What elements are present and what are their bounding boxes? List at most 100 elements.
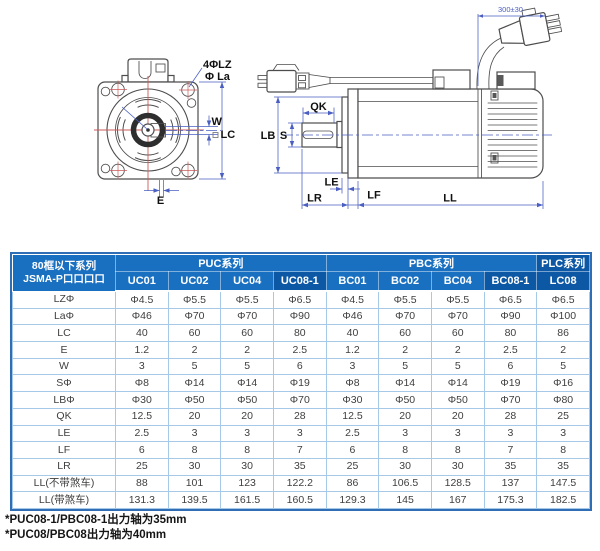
dim-label-phi-la: Φ La bbox=[205, 71, 231, 83]
table-cell: 25 bbox=[115, 457, 169, 476]
dim-label-lr: LR bbox=[307, 193, 322, 205]
table-cell: 8 bbox=[430, 441, 485, 459]
table-cell: 7 bbox=[483, 441, 538, 459]
table-cell: 3 bbox=[483, 424, 538, 443]
table-cell: 5 bbox=[378, 357, 432, 376]
table-cell: Φ5.5 bbox=[378, 290, 432, 309]
table-cell: 6 bbox=[325, 441, 380, 459]
table-row: LL(带煞车) 131.3 139.5 161.5 160.5 129.3 145 167 17… bbox=[12, 491, 590, 509]
table-cell: Φ90 bbox=[272, 307, 327, 326]
table-cell: 30 bbox=[430, 457, 485, 476]
table-cell: Φ6.5 bbox=[272, 290, 327, 309]
dim-label-qk: QK bbox=[310, 101, 327, 113]
table-cell: 60 bbox=[430, 324, 485, 343]
table-cell: Φ70 bbox=[220, 307, 274, 326]
row-label: LBΦ bbox=[12, 391, 116, 409]
table-cell: 122.2 bbox=[272, 474, 327, 493]
terminal-box bbox=[127, 58, 169, 83]
table-cell: 80 bbox=[272, 324, 327, 343]
table-cell: Φ80 bbox=[536, 391, 590, 409]
table-row: LZΦ Φ4.5 Φ5.5 Φ5.5 Φ6.5 Φ4.5 Φ5.5 Φ5.5 Φ6.5 Φ6.5 bbox=[12, 290, 590, 309]
table-cell: Φ4.5 bbox=[325, 290, 380, 309]
dim-label-w: W bbox=[212, 116, 223, 128]
table-cell: 139.5 bbox=[167, 491, 222, 509]
table-cell: 128.5 bbox=[430, 474, 485, 493]
table-cell: Φ14 bbox=[167, 374, 222, 393]
footnotes: *PUC08-1/PBC08-1出力轴为35mm *PUC08/PBC08出力轴… bbox=[5, 513, 187, 542]
column-header-uc04: UC04 bbox=[220, 271, 274, 292]
table-cell: 80 bbox=[483, 324, 538, 343]
motor-body bbox=[357, 88, 544, 179]
row-label: LaΦ bbox=[12, 307, 116, 326]
table-cell: 2.5 bbox=[115, 424, 169, 443]
table-cell: 160.5 bbox=[272, 491, 327, 509]
dimension-diagram: 4ΦLZ Φ La W LC E QK S LB LE LR LF LL 300… bbox=[94, 5, 563, 209]
dimension-labels: 4ΦLZ Φ La W LC E QK S LB LE LR LF LL 300… bbox=[157, 5, 523, 207]
signal-connector-icon bbox=[257, 64, 331, 93]
column-header-lc08: LC08 bbox=[536, 271, 590, 292]
dimension-lines bbox=[121, 14, 545, 209]
table-cell: 3 bbox=[167, 424, 222, 443]
dim-label-lf: LF bbox=[367, 190, 381, 202]
table-cell: 28 bbox=[483, 407, 538, 426]
table-cell: 86 bbox=[325, 474, 380, 493]
table-cell: Φ19 bbox=[272, 374, 327, 393]
table-cell: 60 bbox=[220, 324, 274, 343]
table-cell: 35 bbox=[483, 457, 538, 476]
table-cell: 5 bbox=[220, 357, 274, 376]
column-header-uc02: UC02 bbox=[167, 271, 222, 292]
row-label: LL(带煞车) bbox=[12, 491, 116, 509]
table-cell: Φ50 bbox=[378, 391, 432, 409]
table-cell: 3 bbox=[272, 424, 327, 443]
row-label: QK bbox=[12, 407, 116, 426]
table-cell: 20 bbox=[220, 407, 274, 426]
dim-label-lc: LC bbox=[221, 129, 236, 141]
table-cell: Φ5.5 bbox=[220, 290, 274, 309]
table-cell: 2 bbox=[536, 341, 590, 359]
table-cell: 35 bbox=[272, 457, 327, 476]
table-cell: 5 bbox=[167, 357, 222, 376]
table-cell: Φ6.5 bbox=[483, 290, 538, 309]
table-cell: 20 bbox=[167, 407, 222, 426]
table-cell: 25 bbox=[325, 457, 380, 476]
table-cell: 106.5 bbox=[378, 474, 432, 493]
table-cell: 1.2 bbox=[325, 341, 380, 359]
dim-label-4phi-lz: 4ΦLZ bbox=[203, 59, 232, 71]
table-cell: 8 bbox=[536, 441, 590, 459]
table-cell: 5 bbox=[430, 357, 485, 376]
table-cell: Φ46 bbox=[115, 307, 169, 326]
table-cell: Φ30 bbox=[115, 391, 169, 409]
table-cell: 167 bbox=[430, 491, 485, 509]
table-cell: Φ50 bbox=[167, 391, 222, 409]
table-cell: 7 bbox=[272, 441, 327, 459]
row-label: LE bbox=[12, 424, 116, 443]
table-cell: 28 bbox=[272, 407, 327, 426]
spec-table: 80框以下系列 JSMA-P口口口口 PUC系列 PBC系列 PLC系列 UC01 UC02… bbox=[12, 254, 590, 509]
footnote: *PUC08-1/PBC08-1出力轴为35mm bbox=[5, 514, 187, 526]
row-label: SΦ bbox=[12, 374, 116, 393]
series-group-header: PBC系列 bbox=[325, 254, 538, 272]
table-cell: 12.5 bbox=[325, 407, 380, 426]
table-cell: 2.5 bbox=[272, 341, 327, 359]
table-cell: Φ19 bbox=[483, 374, 538, 393]
table-cell: Φ46 bbox=[325, 307, 380, 326]
table-cell: 161.5 bbox=[220, 491, 274, 509]
table-cell: 20 bbox=[378, 407, 432, 426]
series-group-header: PLC系列 bbox=[536, 254, 590, 272]
table-cell: Φ16 bbox=[536, 374, 590, 393]
column-header-bc02: BC02 bbox=[378, 271, 432, 292]
table-cell: 3 bbox=[378, 424, 432, 443]
spec-table-wrap: 80框以下系列 JSMA-P口口口口 PUC系列 PBC系列 PLC系列 UC01 UC02… bbox=[10, 252, 592, 511]
table-cell: 175.3 bbox=[483, 491, 538, 509]
table-cell: 2.5 bbox=[483, 341, 538, 359]
table-cell: Φ70 bbox=[378, 307, 432, 326]
table-cell: Φ5.5 bbox=[430, 290, 485, 309]
table-cell: 60 bbox=[378, 324, 432, 343]
table-cell: 3 bbox=[220, 424, 274, 443]
row-label: LR bbox=[12, 457, 116, 476]
row-label: LF bbox=[12, 441, 116, 459]
table-cell: 101 bbox=[167, 474, 222, 493]
table-cell: 3 bbox=[325, 357, 380, 376]
table-cell: 35 bbox=[536, 457, 590, 476]
